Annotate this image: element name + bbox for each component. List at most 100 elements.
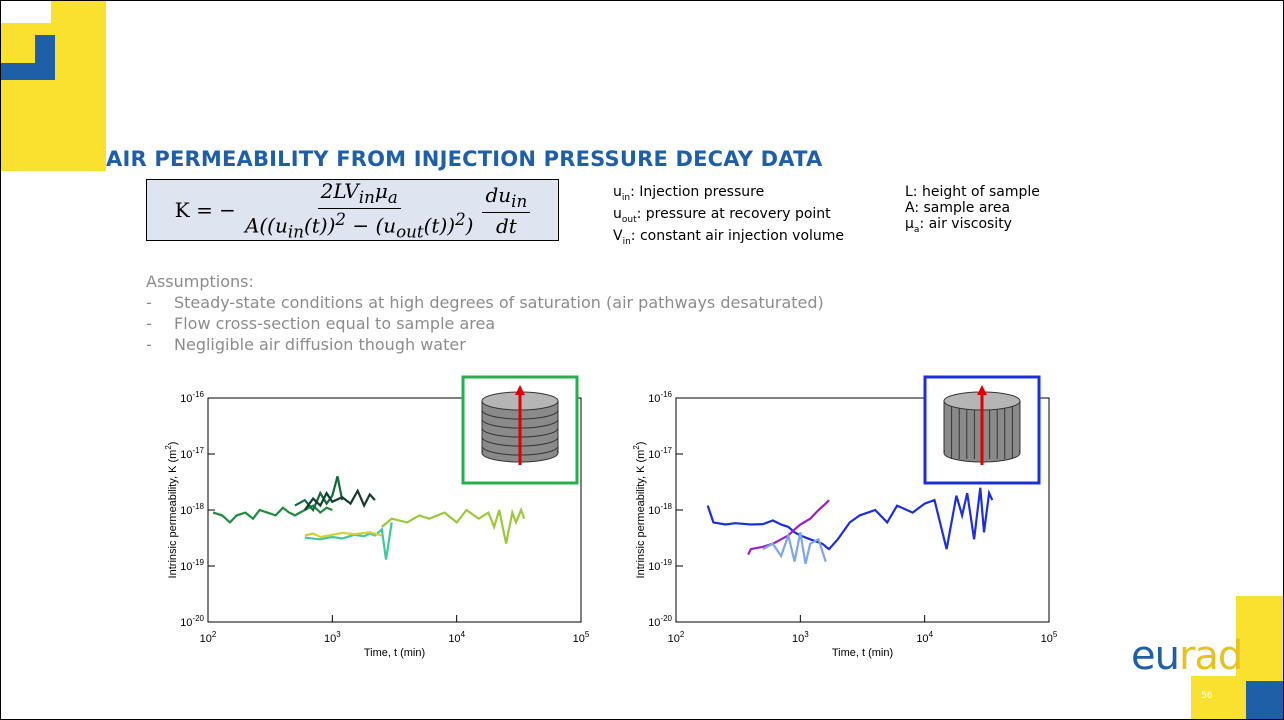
- text: A: sample area: [905, 200, 1011, 216]
- x-tick-label: 104: [448, 630, 465, 645]
- text: u: [613, 205, 622, 222]
- y-tick-label: 10-17: [648, 446, 672, 461]
- tick-exp: -16: [192, 390, 204, 399]
- decor: [1246, 681, 1283, 719]
- tick-base: 10: [180, 617, 192, 629]
- series-line: [304, 522, 393, 560]
- subscript: out: [621, 214, 637, 225]
- definition: μa: air viscosity: [905, 216, 1040, 238]
- y-tick-label: 10-16: [180, 390, 204, 405]
- decor: [1191, 676, 1241, 719]
- text: 2LV: [320, 178, 359, 203]
- tick-exp: -18: [660, 502, 672, 511]
- tick-exp: -17: [660, 446, 672, 455]
- y-tick-label: 10-20: [180, 614, 204, 629]
- text: ): [465, 213, 474, 238]
- tick-exp: 2: [680, 630, 685, 639]
- formula: K = −2LVinμa A((uin(t))2 − (uout(t))2) dui…: [146, 179, 559, 241]
- y-tick-label: 10-18: [648, 502, 672, 517]
- x-tick-label: 103: [324, 630, 341, 645]
- tick-exp: 3: [804, 630, 809, 639]
- label-text: ): [635, 442, 647, 446]
- tick-exp: -20: [660, 614, 672, 623]
- arrow-head: [977, 385, 987, 395]
- tick-exp: -18: [192, 502, 204, 511]
- tick-base: 10: [648, 561, 660, 573]
- decor: [1, 63, 55, 80]
- page-number: 56: [1201, 691, 1213, 701]
- tick-exp: 5: [1053, 630, 1058, 639]
- tick-exp: 3: [336, 630, 341, 639]
- decor: [1, 1, 106, 171]
- chart: 102 103 104 10510-2010-1910-1810-1710-16Tim…: [164, 375, 590, 659]
- label-exp: 2: [632, 445, 641, 450]
- y-tick-label: 10-17: [180, 446, 204, 461]
- logo-text: rad: [1178, 633, 1243, 679]
- assumption-text: Flow cross-section equal to sample area: [174, 314, 496, 333]
- bullet: -: [146, 293, 152, 312]
- text: : constant air injection volume: [630, 227, 845, 244]
- tick-base: 10: [200, 633, 212, 645]
- text: μ: [905, 216, 914, 232]
- text: u: [613, 184, 622, 200]
- text: − (u: [346, 213, 397, 238]
- text: μ: [374, 178, 388, 203]
- definition: Vin: constant air injection volume: [613, 228, 844, 250]
- numerator: duin: [482, 182, 531, 213]
- tick-base: 10: [648, 617, 660, 629]
- label-exp: 2: [164, 445, 173, 450]
- subscript: in: [287, 222, 304, 242]
- arrow-head: [515, 385, 525, 395]
- text: A((u: [244, 213, 288, 238]
- y-tick-label: 10-19: [648, 558, 672, 573]
- subscript: in: [621, 192, 631, 203]
- x-tick-label: 104: [916, 630, 933, 645]
- text: (t)): [423, 213, 456, 238]
- y-tick-label: 10-16: [648, 390, 672, 405]
- text: : Injection pressure: [630, 184, 765, 200]
- tick-base: 10: [448, 633, 460, 645]
- definition: uout: pressure at recovery point: [613, 206, 844, 228]
- logo: eurad: [1131, 633, 1243, 679]
- series-line: [706, 487, 994, 551]
- denominator: dt: [493, 213, 520, 238]
- assumption: - Flow cross-section equal to sample area: [146, 313, 824, 334]
- y-axis-label: Intrinsic permeability, K (m2): [164, 442, 179, 579]
- assumption: - Steady-state conditions at high degrees…: [146, 292, 824, 313]
- subscript: a: [387, 187, 398, 207]
- tick-base: 10: [1041, 633, 1053, 645]
- assumptions-title: Assumptions:: [146, 272, 254, 291]
- x-axis-label: Time, t (min): [832, 647, 893, 659]
- subscript: in: [622, 236, 631, 247]
- tick-exp: -17: [192, 446, 204, 455]
- tick-exp: -16: [660, 390, 672, 399]
- y-tick-label: 10-20: [648, 614, 672, 629]
- x-tick-label: 103: [792, 630, 809, 645]
- tick-base: 10: [648, 393, 660, 405]
- series-line: [762, 531, 827, 564]
- tick-exp: -19: [660, 558, 672, 567]
- decor: [1, 1, 51, 23]
- formula-lhs: K = −: [174, 198, 236, 222]
- text: du: [485, 182, 512, 207]
- definition: L: height of sample: [905, 184, 1040, 200]
- series-line: [381, 506, 526, 544]
- tick-base: 10: [180, 449, 192, 461]
- tick-base: 10: [180, 393, 192, 405]
- definitions: L: height of sample A: sample area μa: air…: [905, 184, 1040, 238]
- assumption-text: Steady-state conditions at high degrees …: [174, 293, 824, 312]
- x-tick-label: 102: [200, 630, 217, 645]
- tick-base: 10: [668, 633, 680, 645]
- fraction: 2LVinμa A((uin(t))2 − (uout(t))2): [242, 179, 477, 242]
- bullet: -: [146, 314, 152, 333]
- slide-title: AIR PERMEABILITY FROM INJECTION PRESSURE…: [106, 147, 823, 171]
- y-axis-label: Intrinsic permeability, K (m2): [632, 442, 647, 579]
- subscript: a: [913, 224, 920, 235]
- label-text: Intrinsic permeability, K (m: [167, 450, 179, 579]
- tick-exp: 4: [929, 630, 934, 639]
- text: L: height of sample: [905, 184, 1040, 200]
- superscript: 2: [455, 209, 466, 229]
- label-text: ): [167, 442, 179, 446]
- tick-base: 10: [916, 633, 928, 645]
- tick-base: 10: [324, 633, 336, 645]
